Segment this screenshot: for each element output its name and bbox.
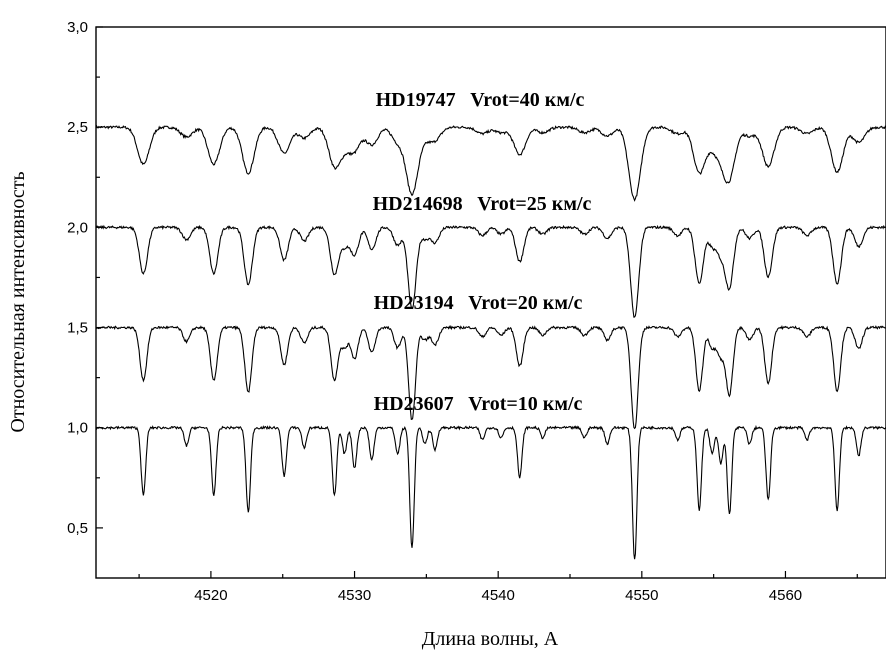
x-tick-label: 4530 [338, 587, 371, 604]
x-tick-label: 4520 [194, 587, 227, 604]
series-label: HD19747 Vrot=40 км/с [376, 89, 585, 111]
spectrum-line [95, 424, 886, 560]
x-tick-label: 4560 [769, 587, 802, 604]
spectrum-line [95, 224, 886, 318]
spectrum-line [95, 324, 886, 430]
series-labels: HD19747 Vrot=40 км/с HD214698 Vrot=25 км/… [373, 89, 592, 415]
plot-frame [95, 26, 886, 579]
y-tick-label: 2,5 [67, 119, 88, 136]
x-tick-label: 4550 [625, 587, 658, 604]
y-tick-label: 3,0 [67, 19, 88, 36]
spectrum-line [95, 124, 886, 202]
spectra-group [95, 124, 886, 560]
y-tick-label: 1,0 [67, 420, 88, 437]
series-label: HD23607 Vrot=10 км/с [374, 393, 583, 415]
y-tick-label: 0,5 [67, 520, 88, 537]
x-tick-label: 4540 [481, 587, 514, 604]
y-tick-label: 1,5 [67, 320, 88, 337]
y-axis-title: Относительная интенсивность [7, 171, 29, 432]
x-axis: 4520 4530 4540 4550 4560 [138, 571, 858, 604]
series-label: HD214698 Vrot=25 км/с [373, 193, 592, 215]
x-axis-title: Длина волны, А [422, 628, 559, 650]
y-tick-label: 2,0 [67, 219, 88, 236]
y-axis: 0,5 1,0 1,5 2,0 2,5 3,0 [67, 19, 103, 537]
series-label: HD23194 Vrot=20 км/с [374, 292, 583, 314]
